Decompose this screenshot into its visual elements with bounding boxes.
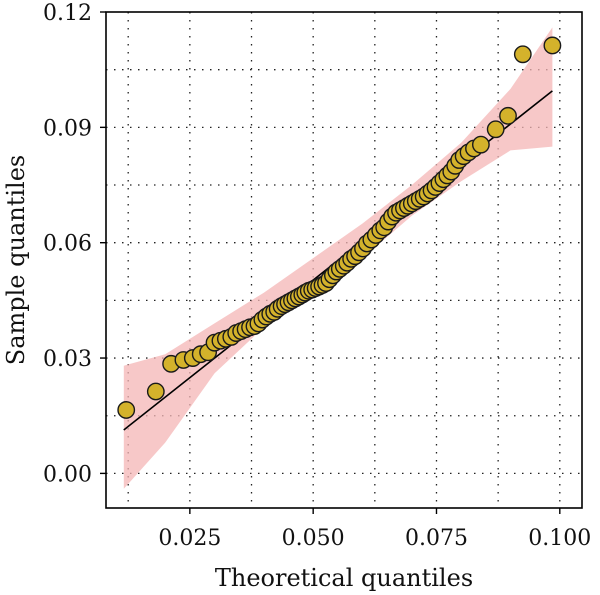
y-axis: 0.00 0.03 0.06 0.09 0.12 [43,1,106,487]
confidence-band [123,27,553,489]
x-tick-label: 0.050 [282,526,345,551]
data-point [486,120,505,139]
y-tick-label: 0.06 [43,232,92,257]
y-tick-label: 0.12 [43,1,92,26]
y-tick-label: 0.09 [43,116,92,141]
x-tick-label: 0.100 [528,526,591,551]
x-axis-title: Theoretical quantiles [215,564,473,592]
data-point [513,45,532,64]
x-tick-label: 0.025 [158,526,221,551]
y-tick-label: 0.00 [43,462,92,487]
plot-frame [105,11,583,509]
data-point [117,401,136,419]
data-point [543,36,562,55]
y-axis-title: Sample quantiles [2,155,30,365]
data-point [499,106,517,125]
y-tick-label: 0.03 [43,347,92,372]
data-points [117,36,562,419]
x-tick-label: 0.075 [405,526,468,551]
data-point [146,382,165,401]
data-point [471,135,490,154]
x-axis: 0.025 0.050 0.075 0.100 [158,508,591,551]
